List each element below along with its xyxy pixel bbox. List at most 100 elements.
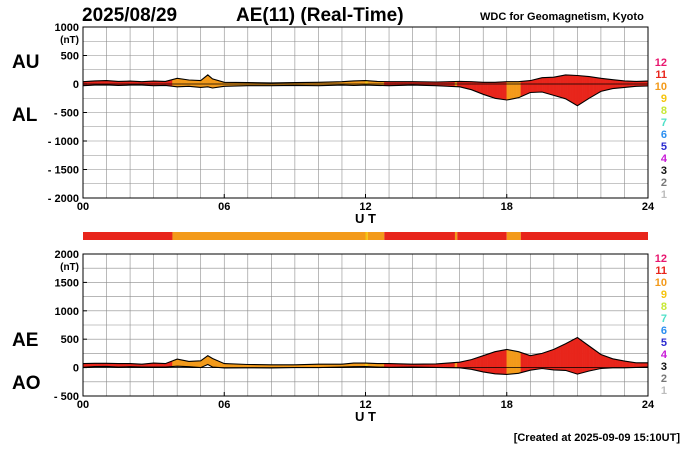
area-fill-slice	[572, 338, 576, 374]
area-fill-slice	[525, 353, 529, 372]
area-fill-slice	[586, 76, 590, 101]
area-fill-slice	[525, 80, 529, 95]
area-fill-slice	[497, 81, 500, 100]
area-fill-slice	[532, 79, 536, 93]
x-axis-label: U T	[355, 211, 376, 226]
area-fill-slice	[506, 81, 510, 101]
area-fill-slice	[560, 344, 564, 371]
area-fill-slice	[577, 75, 580, 107]
area-fill-slice	[492, 82, 496, 99]
area-fill-slice	[537, 353, 540, 370]
x-tick-label: 06	[218, 201, 230, 213]
area-fill-slice	[626, 361, 630, 368]
station-segment	[367, 232, 385, 240]
y-tick-label: - 1500	[48, 165, 79, 177]
legend-level-11: 11	[655, 265, 667, 277]
legend-level-4: 4	[661, 349, 668, 361]
area-fill-slice	[478, 356, 482, 372]
area-fill-slice	[555, 76, 559, 98]
ae-label: AE	[12, 330, 39, 351]
area-fill-slice	[527, 354, 531, 372]
area-fill-slice	[603, 78, 606, 92]
y-tick-label: 1500	[55, 277, 79, 289]
area-fill-slice	[581, 75, 585, 104]
area-fill-slice	[628, 361, 632, 368]
area-fill-slice	[619, 359, 623, 368]
area-fill-slice	[504, 81, 507, 101]
area-fill-slice	[579, 75, 583, 105]
y-tick-label: 1000	[55, 22, 79, 34]
area-fill-slice	[158, 81, 161, 86]
data-source: WDC for Geomagnetism, Kyoto	[480, 11, 644, 23]
area-fill-slice	[588, 76, 592, 99]
series-line-au	[82, 74, 649, 84]
area-fill-slice	[551, 349, 555, 371]
legend-level-5: 5	[661, 141, 667, 153]
station-count-bar	[83, 232, 648, 240]
y-axis-unit: (nT)	[60, 262, 79, 273]
area-fill-slice	[539, 353, 543, 370]
area-fill-slice	[466, 81, 470, 90]
area-fill-slice	[612, 358, 616, 368]
area-fill-slice	[565, 74, 569, 101]
area-fill-slice	[541, 352, 545, 369]
area-fill-slice	[490, 352, 493, 374]
area-fill-slice	[600, 78, 604, 92]
y-tick-label: - 500	[54, 108, 79, 120]
area-fill-slice	[475, 81, 479, 93]
area-fill-slice	[179, 359, 183, 367]
area-fill-slice	[176, 78, 180, 88]
area-fill-slice	[181, 78, 185, 87]
x-axis-label: U T	[355, 409, 376, 424]
area-fill-slice	[499, 81, 503, 100]
area-fill-slice	[475, 356, 479, 372]
area-fill-slice	[504, 349, 507, 375]
area-fill-slice	[570, 74, 573, 104]
area-fill-slice	[544, 351, 547, 370]
area-fill-slice	[515, 350, 519, 374]
area-fill-slice	[480, 355, 484, 373]
y-axis-unit: (nT)	[60, 35, 79, 46]
area-fill-slice	[603, 355, 606, 369]
y-tick-label: 500	[61, 51, 79, 63]
ao-label: AO	[12, 373, 41, 394]
area-fill-slice	[195, 360, 199, 368]
legend-level-4: 4	[661, 153, 668, 165]
area-fill-slice	[551, 76, 555, 96]
area-fill-slice	[151, 80, 154, 86]
area-fill-slice	[511, 350, 515, 375]
area-fill-slice	[539, 77, 543, 93]
series-line-ae	[82, 336, 648, 366]
area-fill-slice	[636, 362, 639, 368]
area-fill-slice	[596, 350, 599, 370]
area-fill-slice	[555, 346, 559, 371]
area-fill-slice	[188, 361, 192, 368]
area-fill-slice	[176, 358, 180, 367]
al-label: AL	[12, 105, 38, 126]
area-fill-slice	[454, 362, 458, 368]
area-fill-slice	[584, 75, 587, 102]
area-fill-slice	[610, 357, 613, 369]
area-fill-slice	[614, 359, 618, 368]
area-fill-slice	[492, 351, 496, 375]
series-line-al	[82, 84, 649, 107]
station-segment	[83, 232, 173, 240]
x-tick-label: 12	[359, 399, 371, 411]
created-timestamp: [Created at 2025-09-09 15:10UT]	[513, 432, 680, 444]
legend-level-9: 9	[661, 289, 667, 301]
x-tick-label: 18	[501, 201, 513, 213]
area-fill-slice	[638, 362, 642, 368]
area-fill-slice	[558, 345, 562, 371]
area-fill-slice	[155, 81, 159, 86]
area-fill-slice	[596, 77, 599, 95]
area-fill-slice	[94, 80, 98, 86]
area-fill-slice	[579, 338, 583, 374]
area-fill-slice	[450, 362, 453, 368]
area-fill-slice	[520, 81, 524, 97]
legend-level-1: 1	[661, 189, 667, 201]
legend-level-2: 2	[661, 177, 667, 189]
legend-level-11: 11	[655, 69, 667, 81]
area-fill-slice	[184, 79, 187, 87]
legend-level-7: 7	[661, 313, 667, 325]
